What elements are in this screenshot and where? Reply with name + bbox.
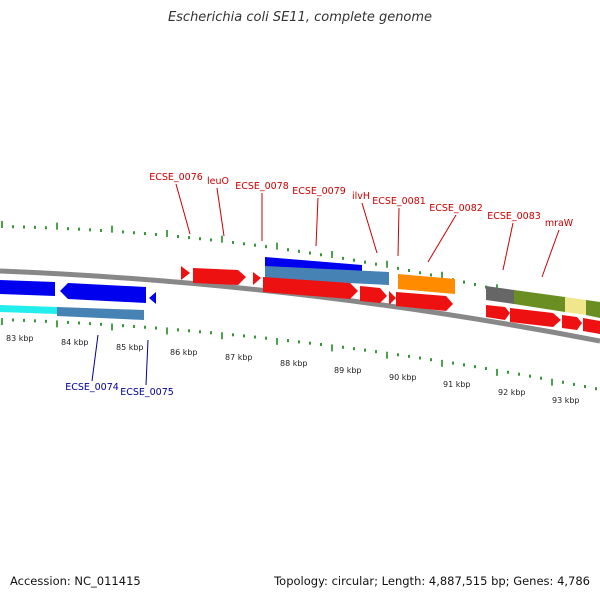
genome-title: Escherichia coli SE11, complete genome [167,10,433,25]
gene-feature-red[interactable] [486,305,510,320]
gene-feature-red[interactable] [562,315,582,330]
gene-feature-red[interactable] [396,292,453,311]
leader-line [397,207,400,257]
gene-feature-gray[interactable] [486,286,514,304]
gene-label[interactable]: ilvH [352,191,370,202]
gene-label[interactable]: ECSE_0074 [65,382,119,393]
kbp-label: 90 kbp [389,373,417,382]
kbp-label: 86 kbp [170,348,198,357]
gene-feature-olive[interactable] [514,290,565,312]
leader-line [502,222,514,271]
kbp-label: 92 kbp [498,388,526,397]
genome-summary-text: Topology: circular; Length: 4,887,515 bp… [274,574,590,588]
leader-line [175,183,191,235]
leader-line [427,214,457,263]
kbp-label: 89 kbp [334,366,362,375]
leader-line [91,334,99,382]
kbp-label: 87 kbp [225,353,253,362]
kbp-label: 84 kbp [61,338,89,347]
gene-feature-blue[interactable] [0,280,55,296]
leader-line [145,339,149,386]
kbp-label: 93 kbp [552,396,580,405]
accession-text: Accession: NC_011415 [10,574,141,588]
gene-feature-red[interactable] [263,277,358,299]
gene-label[interactable]: ECSE_0083 [487,211,541,222]
gene-feature-red[interactable] [510,308,561,327]
gene-feature-red[interactable] [193,268,246,285]
gene-feature-khaki[interactable] [565,297,586,315]
gene-features [0,257,600,334]
gene-label[interactable]: ECSE_0081 [372,196,426,207]
kbp-label: 85 kbp [116,343,144,352]
leader-line [541,229,560,278]
gene-feature-red[interactable] [389,291,396,305]
gene-feature-red[interactable] [360,286,387,303]
gene-feature-olive[interactable] [586,300,600,318]
leader-line [315,197,319,247]
gene-feature-red[interactable] [583,318,600,334]
gene-label[interactable]: ECSE_0079 [292,186,346,197]
kbp-label: 88 kbp [280,359,308,368]
gene-label[interactable]: ECSE_0075 [120,387,174,398]
gene-feature-red[interactable] [181,266,190,280]
gene-label[interactable]: ECSE_0082 [429,203,483,214]
gene-feature-orange[interactable] [398,274,455,294]
gene-label[interactable]: ECSE_0078 [235,181,289,192]
leader-line [216,187,225,237]
gene-label[interactable]: ECSE_0076 [149,172,203,183]
tick-marks-inner [1,318,597,391]
gene-label[interactable]: mraW [545,218,574,229]
gene-feature-steelblue[interactable] [57,307,144,320]
gene-feature-red[interactable] [253,272,261,285]
kbp-label: 91 kbp [443,380,471,389]
gene-feature-blue[interactable] [60,283,146,303]
gene-feature-blue[interactable] [149,292,156,304]
leader-line [361,202,378,254]
kbp-label: 83 kbp [6,334,34,343]
gene-label[interactable]: leuO [207,176,229,187]
gene-feature-cyan[interactable] [0,305,57,314]
